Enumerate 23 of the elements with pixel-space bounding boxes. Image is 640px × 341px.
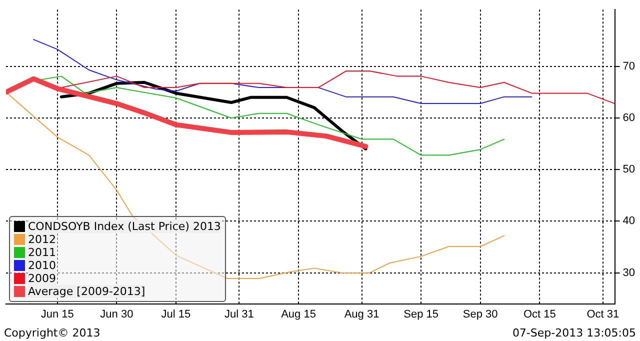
x-tick-label: Jul 31 bbox=[224, 308, 254, 320]
x-tick-label: Sep 30 bbox=[462, 308, 498, 320]
y-tick-label: 60 bbox=[622, 112, 636, 124]
legend-label: Average [2009-2013] bbox=[28, 284, 146, 298]
x-tick-label: Aug 31 bbox=[344, 308, 380, 320]
legend-label: 2009 bbox=[28, 272, 56, 285]
legend-label: CONDSOYB Index (Last Price) 2013 bbox=[28, 220, 221, 233]
y-tick-label: 50 bbox=[622, 164, 636, 176]
text: Copyright© 2013 bbox=[4, 326, 100, 340]
x-tick-label: Jul 15 bbox=[161, 308, 191, 320]
y-tick-label: 70 bbox=[622, 60, 636, 72]
legend-label: 2012 bbox=[28, 232, 56, 246]
legend-label: 2010 bbox=[28, 258, 56, 272]
x-tick-label: Oct 31 bbox=[586, 308, 620, 320]
text: 07-Sep-2013 13:05:05 bbox=[512, 326, 636, 340]
x-tick-label: Jun 15 bbox=[40, 308, 74, 320]
legend-label: 2011 bbox=[28, 246, 56, 259]
x-tick-label: Oct 15 bbox=[523, 308, 556, 320]
y-tick-label: 40 bbox=[622, 215, 636, 228]
x-tick-label: Aug 15 bbox=[281, 308, 316, 320]
y-tick-label: 30 bbox=[622, 266, 636, 279]
x-tick-label: Sep 15 bbox=[404, 308, 439, 320]
x-tick-label: Jun 30 bbox=[100, 308, 134, 320]
